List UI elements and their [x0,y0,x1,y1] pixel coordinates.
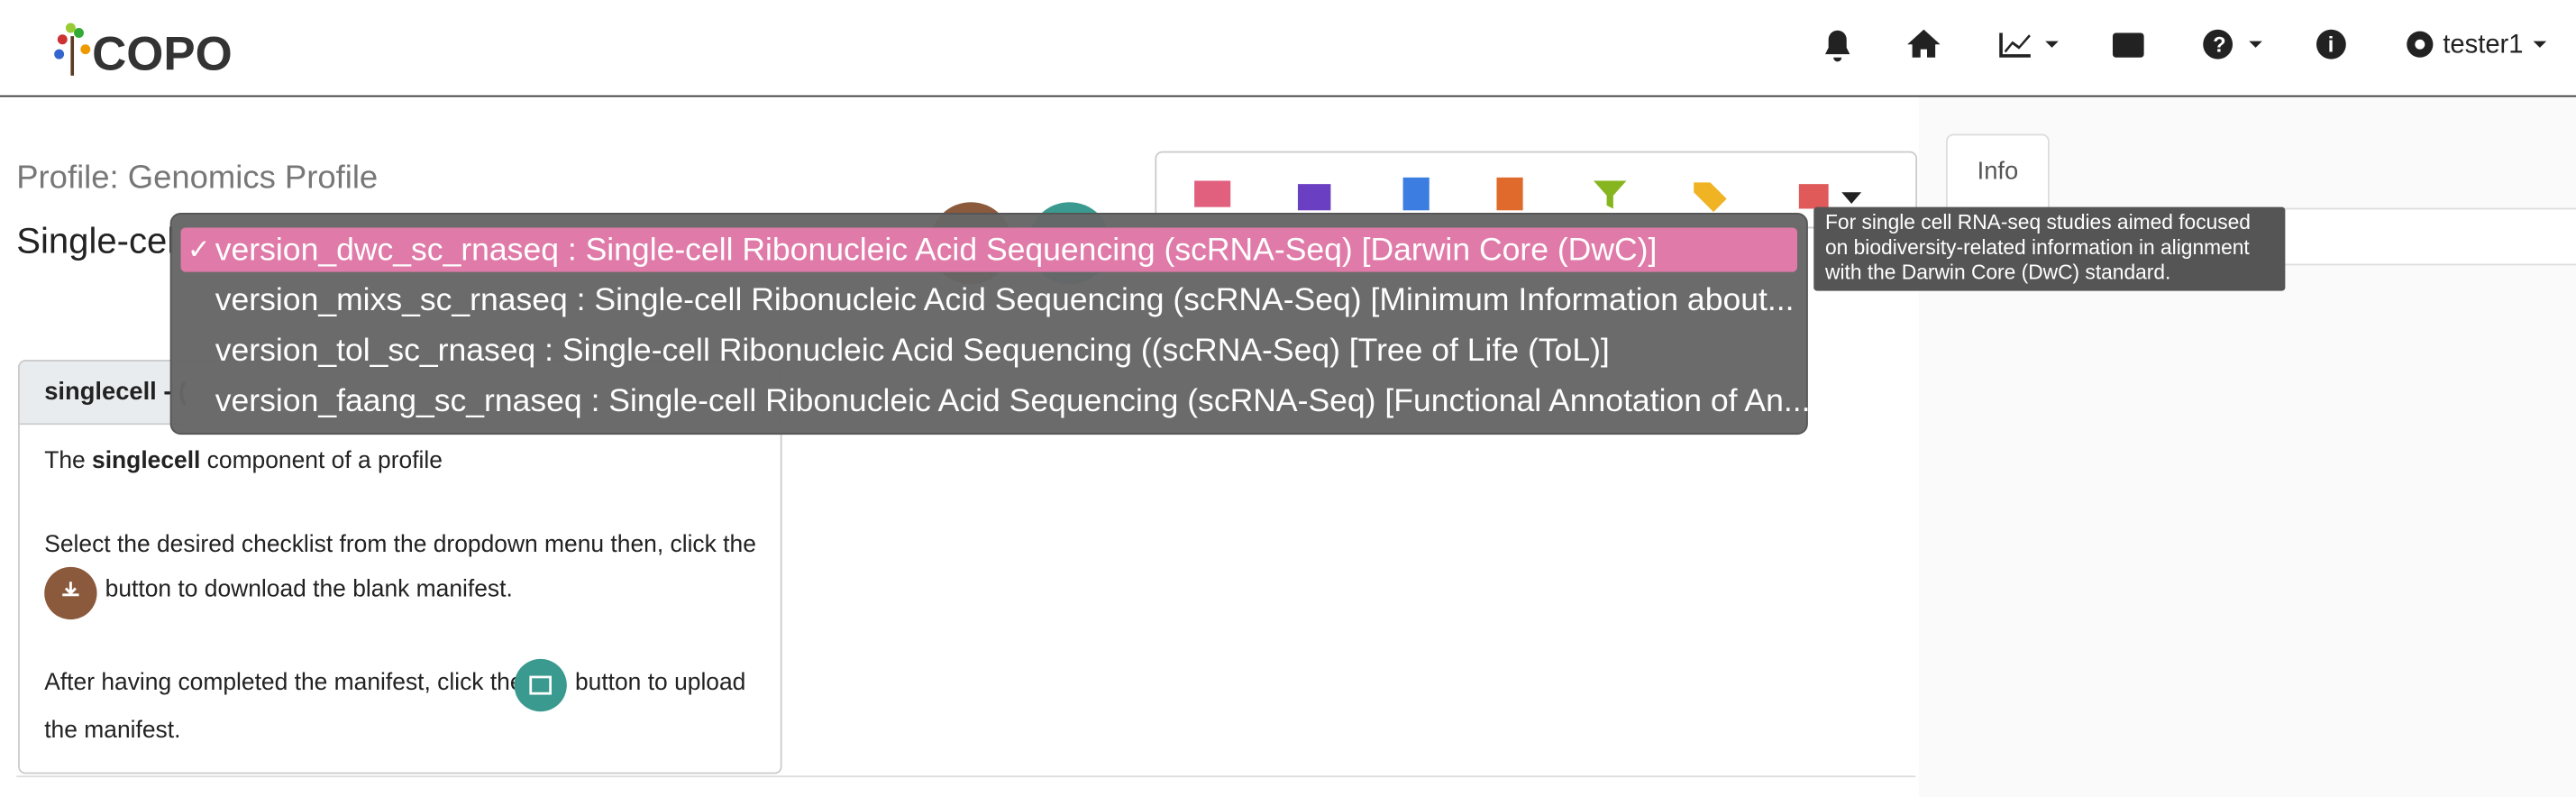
intro-part: component of a profile [207,446,443,473]
caret[interactable] [2045,41,2059,48]
list-icon[interactable] [2112,32,2144,58]
component-heading: Single-cel [16,221,175,261]
intro-part: The [44,446,86,473]
upload-glyph [529,675,552,695]
tooltip-line: on biodiversity-related information in a… [1825,235,2250,259]
selected-option-bg [180,227,1798,272]
info-tab-label[interactable]: Info [1978,157,2019,185]
card-text: button to upload [575,668,745,695]
tag-button[interactable] [1694,182,1727,213]
profile-title: Profile: Genomics Profile [16,158,378,195]
logo-icon [54,23,91,76]
card-text: After having completed the manifest, cli… [44,668,523,695]
upload-icon[interactable] [514,658,567,712]
intro-part: singlecell [92,446,200,473]
tooltip-box [1813,206,2286,291]
user-menu[interactable]: tester1 [2443,31,2523,60]
tree-button[interactable] [1194,180,1231,207]
card-text: button to download the blank manifest. [105,574,513,601]
card-text: the manifest. [44,716,180,743]
dropdown-option[interactable]: version_mixs_sc_rnaseq : Single-cell Rib… [215,281,1795,317]
card-text: Select the desired checklist from the dr… [44,530,756,557]
nav-icons [1825,29,2547,62]
info-tab[interactable] [1945,133,2050,209]
checklist-dropdown: ✓ version_dwc_sc_rnaseq : Single-cell Rib… [169,213,1811,435]
gear-hole [2415,39,2425,50]
download-glyph [62,582,79,597]
card-intro: The singlecell component of a profile [44,446,443,473]
toolbar-buttons [1194,177,1862,213]
logo[interactable]: COPO [92,28,233,81]
dropdown-option[interactable]: version_dwc_sc_rnaseq : Single-cell Ribo… [215,231,1658,267]
home-icon[interactable] [1907,29,1941,58]
info-glyph: i [2328,33,2334,57]
card-title: singlecell - ( [44,377,187,405]
caret[interactable] [2249,41,2262,48]
file-button[interactable] [1402,177,1430,211]
image-button[interactable] [1798,184,1829,209]
dna-button[interactable] [1496,177,1523,211]
caret[interactable] [2533,41,2547,48]
navbar [0,0,2576,96]
help-glyph: ? [2213,33,2225,57]
dropdown-option[interactable]: version_faang_sc_rnaseq : Single-cell Ri… [215,382,1811,418]
dropdown-option[interactable]: version_tol_sc_rnaseq : Single-cell Ribo… [215,332,1610,368]
info-icon[interactable] [2316,29,2346,60]
component-button[interactable] [1297,184,1331,211]
tooltip: For single cell RNA-seq studies aimed fo… [1813,206,2286,291]
caret[interactable] [1841,192,1862,205]
tooltip-line: with the Darwin Core (DwC) standard. [1824,261,2170,284]
help-icon[interactable] [2203,29,2233,60]
bell-icon[interactable] [1825,30,1850,62]
filter-button[interactable] [1594,180,1627,209]
checkmark: ✓ [187,234,211,265]
tooltip-line: For single cell RNA-seq studies aimed fo… [1825,210,2251,234]
chart-icon[interactable] [1999,32,2031,58]
